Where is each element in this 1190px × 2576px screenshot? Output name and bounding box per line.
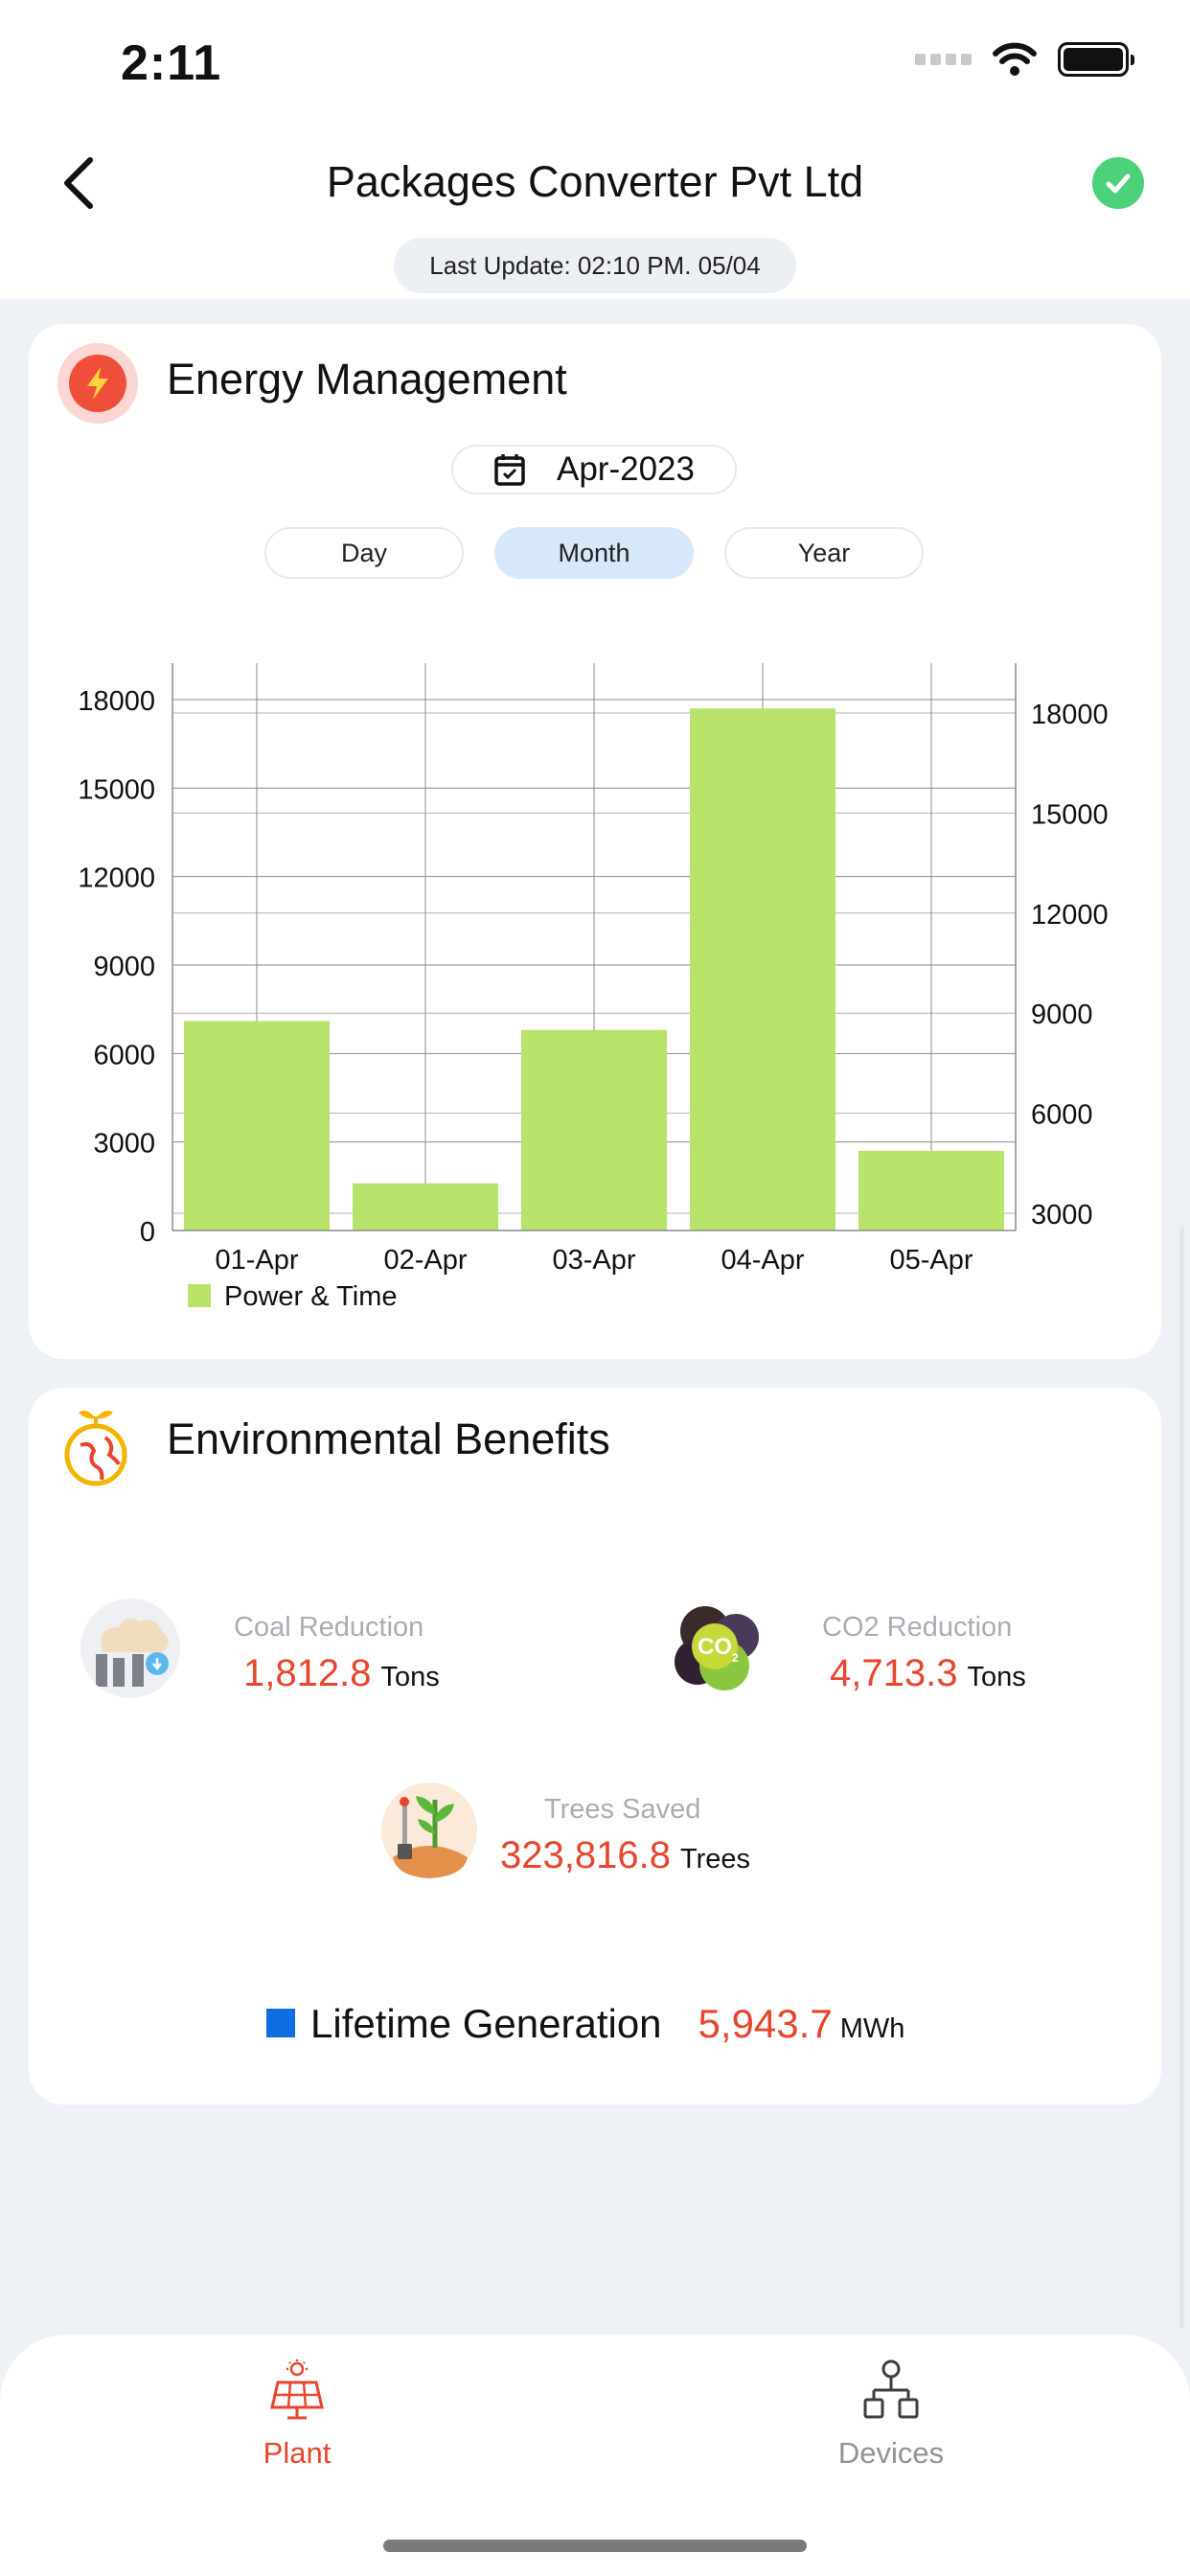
energy-management-card: Energy Management Apr-2023 Day Month Yea…: [29, 324, 1161, 1359]
co2-reduction-value: 4,713.3 Tons: [830, 1652, 1026, 1694]
tab-devices-label: Devices: [837, 2436, 945, 2470]
trees-saved-icon: [381, 1782, 477, 1878]
bar-05-Apr: [858, 1150, 1004, 1230]
lifetime-generation-value: 5,943.7: [698, 2001, 833, 2046]
x-tick-label: 04-Apr: [721, 1245, 804, 1276]
trees-saved-value: 323,816.8 Trees: [500, 1834, 751, 1876]
co2-reduction-icon: CO 2: [675, 1606, 759, 1690]
y-tick-label-left: 6000: [93, 1040, 155, 1070]
cellular-signal-icon: [915, 54, 972, 65]
y-tick-label-left: 3000: [93, 1129, 155, 1160]
x-tick-label: 01-Apr: [215, 1245, 298, 1276]
y-tick-label-left: 0: [140, 1217, 155, 1248]
y-tick-label-right: 3000: [1031, 1200, 1093, 1230]
date-picker[interactable]: Apr-2023: [451, 445, 737, 494]
y-tick-label-left: 12000: [78, 863, 155, 894]
energy-title: Energy Management: [167, 355, 567, 403]
tab-year[interactable]: Year: [724, 527, 924, 579]
y-tick-label-right: 12000: [1031, 900, 1109, 931]
y-tick-label-left: 15000: [78, 774, 155, 805]
x-tick-label: 02-Apr: [383, 1245, 467, 1276]
last-update-badge: Last Update: 02:10 PM. 05/04: [394, 238, 796, 293]
coal-reduction-icon: [80, 1598, 180, 1698]
page-title: Packages Converter Pvt Ltd: [326, 157, 864, 206]
energy-bar-chart: 0 3000 6000 9000 12000 15000 18000 3000 6000 9000…: [78, 663, 1109, 1312]
chevron-left-icon: [64, 157, 93, 209]
legend-swatch: [188, 1284, 211, 1307]
tab-plant-label: Plant: [263, 2436, 332, 2470]
y-tick-label-left: 9000: [93, 952, 155, 982]
bar-03-Apr: [521, 1029, 667, 1230]
tab-day[interactable]: Day: [264, 527, 464, 579]
bottom-tab-bar: Plant Devices: [0, 2334, 1190, 2576]
scroll-indicator: [1179, 1227, 1184, 2329]
battery-icon: [1058, 42, 1134, 77]
trees-saved-label: Trees Saved: [544, 1794, 701, 1825]
status-time: 2:11: [121, 35, 222, 91]
home-indicator: [383, 2540, 807, 2552]
calendar-icon: [494, 454, 525, 486]
y-tick-label-left: 18000: [78, 686, 155, 717]
date-value: Apr-2023: [557, 450, 695, 488]
environmental-benefits-card: Environmental Benefits Coal Reduction 1,…: [29, 1388, 1161, 2104]
earth-sprout-icon: [64, 1411, 127, 1486]
environment-title: Environmental Benefits: [167, 1414, 610, 1463]
solar-panel-icon: [270, 2359, 324, 2420]
co2-icon-text: CO: [698, 1634, 732, 1660]
legend-label: Power & Time: [224, 1281, 398, 1312]
x-tick-label: 03-Apr: [552, 1245, 635, 1276]
tab-plant[interactable]: Plant: [182, 2359, 412, 2471]
lifetime-generation: Lifetime Generation 5,943.7 MWh: [266, 2001, 904, 2047]
co2-reduction-label: CO2 Reduction: [822, 1612, 1013, 1643]
bar-04-Apr: [690, 708, 835, 1230]
y-tick-label-right: 9000: [1031, 1000, 1093, 1030]
lifetime-legend-swatch: [266, 2009, 295, 2037]
status-icons: [915, 42, 1134, 77]
y-tick-label-right: 15000: [1031, 799, 1109, 830]
tab-devices[interactable]: Devices: [776, 2359, 1006, 2471]
coal-reduction-label: Coal Reduction: [234, 1612, 424, 1643]
header-area: 2:11 Packages Converter Pvt Ltd Last Upd…: [0, 0, 1190, 299]
x-tick-label: 05-Apr: [889, 1245, 973, 1276]
lifetime-generation-unit: MWh: [839, 2013, 905, 2044]
status-ok-icon: [1092, 157, 1144, 209]
wifi-icon: [993, 42, 1037, 76]
co2-icon-subscript: 2: [732, 1651, 739, 1665]
back-button[interactable]: [50, 151, 107, 215]
lightning-icon: [57, 343, 138, 424]
y-tick-label-right: 18000: [1031, 700, 1109, 730]
devices-network-icon: [863, 2359, 919, 2419]
coal-reduction-value: 1,812.8 Tons: [243, 1652, 440, 1694]
bar-02-Apr: [353, 1183, 498, 1230]
tab-month[interactable]: Month: [494, 527, 694, 579]
y-tick-label-right: 6000: [1031, 1100, 1093, 1131]
bar-01-Apr: [184, 1021, 330, 1230]
lifetime-generation-label: Lifetime Generation: [310, 2001, 662, 2046]
